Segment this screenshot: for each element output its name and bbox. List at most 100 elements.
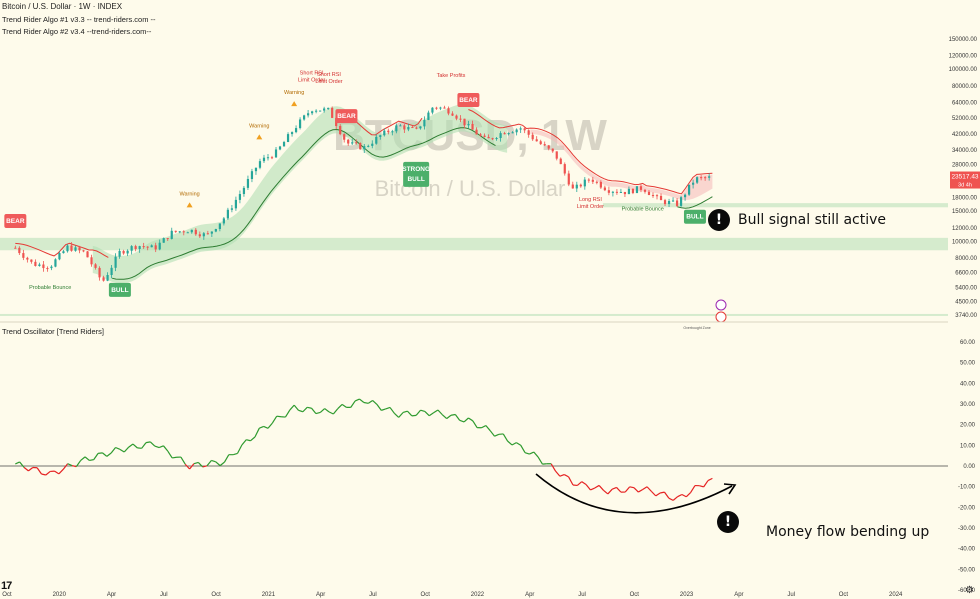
candle-body xyxy=(619,191,623,193)
oscillator-line-segment xyxy=(75,460,82,467)
oscillator-line-segment xyxy=(302,406,308,413)
signal-text: Limit Order xyxy=(577,204,604,210)
candle-body xyxy=(415,127,418,129)
oscillator-line-segment xyxy=(424,411,430,417)
oscillator-line-segment xyxy=(89,459,94,462)
oscillator-line-segment xyxy=(337,403,343,410)
oscillator-line-segment xyxy=(298,409,304,413)
candle-body xyxy=(198,234,201,237)
oscillator-line-segment xyxy=(450,413,456,416)
candle-body xyxy=(222,218,225,224)
candle-body xyxy=(30,259,33,262)
oscillator-line-segment xyxy=(537,456,543,465)
signal-text: Warning xyxy=(284,90,304,96)
oscillator-title[interactable]: Trend Oscillator [Trend Riders] xyxy=(2,327,104,336)
last-price-badge xyxy=(950,171,980,189)
osc-axis-tick: 30.00 xyxy=(960,402,976,408)
indicator-legend-1[interactable]: Trend Rider Algo #1 v3.3 -- trend-riders… xyxy=(2,15,156,24)
oscillator-line-segment xyxy=(616,487,622,493)
tradingview-logo[interactable]: 17 xyxy=(1,580,12,592)
candle-body xyxy=(627,188,631,195)
bull-trail-line xyxy=(677,196,713,209)
oscillator-line-segment xyxy=(594,484,600,489)
candle-body xyxy=(375,136,378,144)
candle-body xyxy=(359,143,362,150)
candle-body xyxy=(138,246,141,250)
oscillator-line-segment xyxy=(603,489,609,495)
oscillator-line-segment xyxy=(642,486,648,491)
oscillator-line-segment xyxy=(633,487,639,493)
candle-body xyxy=(302,115,306,120)
candle-body xyxy=(166,238,169,240)
candle-body xyxy=(591,179,594,182)
oscillator-line-segment xyxy=(132,443,138,449)
candle-body xyxy=(459,118,462,120)
oscillator-line-segment xyxy=(158,445,164,449)
candle-body xyxy=(278,146,282,150)
candle-body xyxy=(563,164,566,174)
candle-body xyxy=(643,189,647,192)
oscillator-line-segment xyxy=(28,466,34,472)
candle-body xyxy=(515,129,518,133)
oscillator-line-segment xyxy=(624,486,631,493)
oscillator-line-segment xyxy=(481,425,487,429)
candle-body xyxy=(266,157,270,159)
candle-body xyxy=(579,184,582,187)
price-axis-tick: 64000.00 xyxy=(952,101,978,107)
oscillator-line-segment xyxy=(485,425,491,432)
oscillator-line-segment xyxy=(385,406,391,410)
candle-body xyxy=(74,247,77,251)
oscillator-line-segment xyxy=(590,487,596,491)
oscillator-line-segment xyxy=(236,444,243,454)
candle-body xyxy=(708,176,711,178)
oscillator-line-segment xyxy=(354,398,360,402)
osc-axis-tick: 20.00 xyxy=(960,423,976,429)
candle-body xyxy=(531,134,534,140)
bull-signal-box xyxy=(108,282,131,297)
indicator-legend-2[interactable]: Trend Rider Algo #2 v3.4 --trend-riders.… xyxy=(2,27,152,36)
oscillator-line-segment xyxy=(398,412,404,418)
time-axis-tick: Jul xyxy=(369,592,377,598)
oscillator-line-segment xyxy=(576,481,583,486)
oscillator-line-segment xyxy=(472,420,478,428)
candle-body xyxy=(347,139,350,144)
candle-body xyxy=(62,251,65,254)
candle-body xyxy=(134,246,137,250)
candle-body xyxy=(595,181,598,183)
candle-body xyxy=(399,125,402,127)
money-flow-arrow xyxy=(535,473,733,514)
oscillator-line-segment xyxy=(36,467,42,475)
candle-body xyxy=(603,187,606,191)
osc-axis-tick: 60.00 xyxy=(960,340,976,346)
candle-body xyxy=(142,246,145,248)
candle-body xyxy=(403,125,406,130)
candle-body xyxy=(696,177,699,183)
oscillator-line-segment xyxy=(359,398,365,403)
candle-body xyxy=(82,250,85,252)
oscillator-line-segment xyxy=(363,401,369,404)
oscillator-line-segment xyxy=(611,486,617,490)
oscillator-line-segment xyxy=(119,448,125,453)
candle-body xyxy=(90,257,93,265)
candle-body xyxy=(379,135,382,137)
candle-body xyxy=(130,246,133,251)
oscillator-line-segment xyxy=(550,463,557,472)
candle-body xyxy=(387,130,390,133)
signal-text: Limit Order xyxy=(315,79,342,85)
gear-icon[interactable] xyxy=(965,585,974,596)
candle-body xyxy=(611,191,614,193)
oscillator-line-segment xyxy=(376,404,382,411)
time-axis-tick: Oct xyxy=(839,592,849,598)
oscillator-line-segment xyxy=(319,408,326,413)
oscillator-line-segment xyxy=(15,461,20,465)
candle-body xyxy=(226,209,229,219)
candle-body xyxy=(483,135,486,137)
oscillator-line-segment xyxy=(180,456,186,465)
time-axis-tick: Jul xyxy=(160,592,168,598)
oscillator-line-segment xyxy=(162,445,169,452)
oscillator-line-segment xyxy=(62,463,69,470)
oscillator-line-segment xyxy=(406,410,413,417)
overbought-label: Overbought Zone xyxy=(683,326,710,330)
oscillator-line-segment xyxy=(511,442,517,446)
